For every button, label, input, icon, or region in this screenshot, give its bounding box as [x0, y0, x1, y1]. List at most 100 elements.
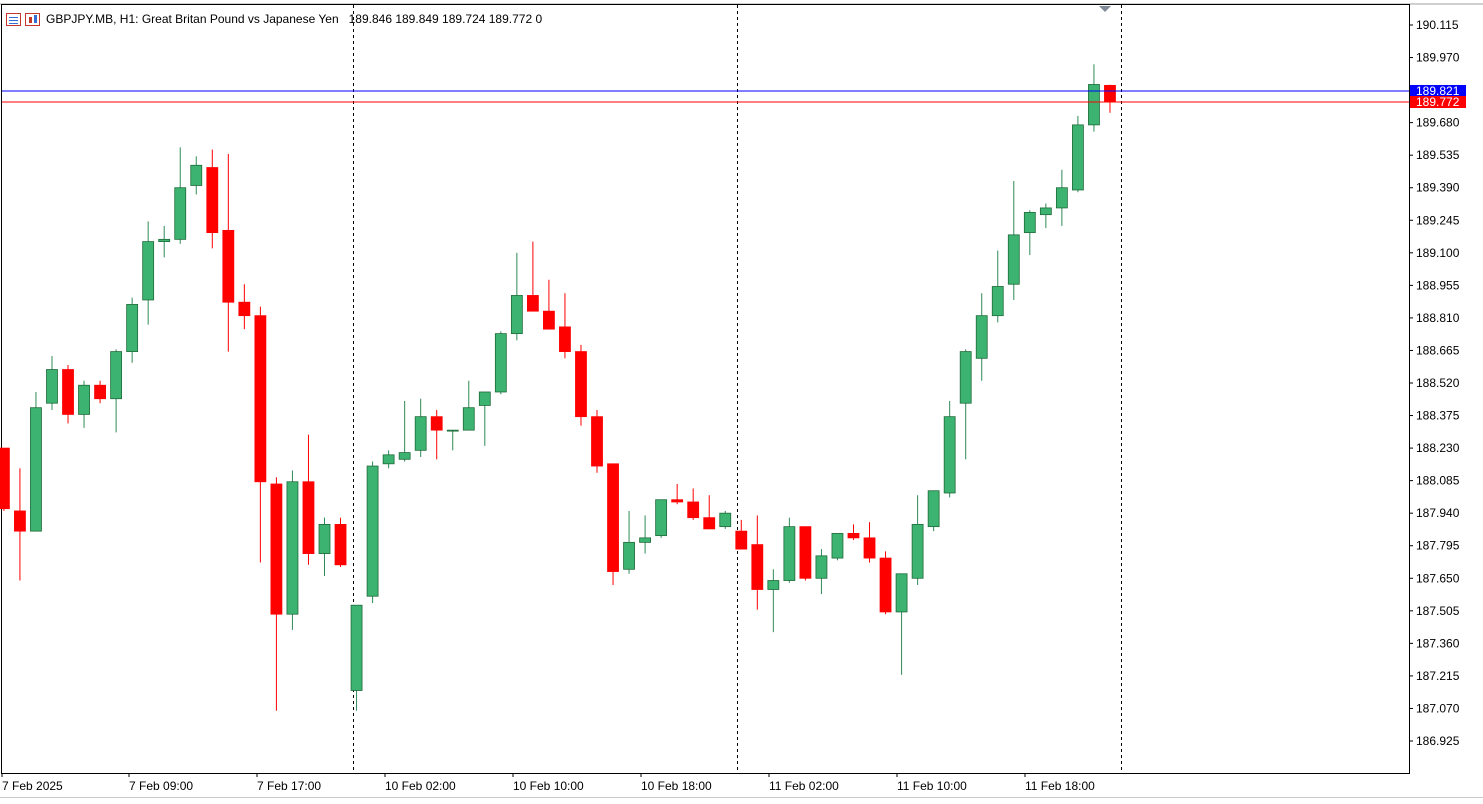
candle-body-bear [526, 295, 539, 312]
candle-body-bear [14, 510, 26, 532]
candle [206, 149, 219, 249]
candle [783, 517, 796, 583]
candle [607, 463, 619, 586]
y-tick-label: 187.215 [1416, 669, 1460, 683]
candle-body-bear [302, 481, 315, 554]
candle-body-bull [462, 407, 475, 431]
y-tick-label: 188.230 [1416, 441, 1460, 455]
candle [575, 344, 587, 426]
candle [559, 293, 571, 359]
candle [719, 510, 732, 529]
candle-body-bear [62, 369, 74, 415]
candle [174, 147, 187, 244]
candle-body-bull [126, 304, 139, 352]
candle-body-bull [831, 532, 844, 559]
candle [991, 250, 1004, 323]
candle [591, 409, 603, 473]
y-tick-label: 187.795 [1416, 539, 1460, 553]
last-price-tag-bg [1410, 95, 1466, 108]
candle [543, 279, 555, 330]
period-separators [353, 5, 1122, 773]
candle-body-bear [703, 517, 716, 530]
candle-body-bear [430, 416, 443, 431]
candle-body-bull [30, 407, 42, 532]
candle [318, 517, 331, 577]
candle-body-bull [943, 416, 956, 494]
candle [478, 391, 491, 446]
candle [110, 349, 123, 433]
candle-body-bull [382, 454, 395, 465]
candle [398, 400, 411, 462]
candle [879, 551, 892, 615]
candle [943, 400, 956, 498]
y-tick-label: 189.100 [1416, 246, 1460, 260]
candle [30, 391, 42, 532]
candle-body-bull [959, 351, 972, 404]
plot-area-frame [1, 4, 1410, 774]
candle [414, 398, 427, 458]
candle-body-bull [639, 537, 651, 543]
candle-body-bull [46, 369, 58, 404]
chart-type-icon[interactable] [25, 12, 40, 26]
candle-body-bull [1007, 234, 1020, 285]
candle-body-bear [847, 532, 860, 539]
chart-list-icon[interactable] [6, 12, 21, 26]
candle-body-bull [815, 555, 828, 579]
candle-body-bear [575, 351, 587, 418]
y-tick-label: 187.070 [1416, 701, 1460, 715]
last-price-tag: 189.772 [1416, 95, 1460, 109]
y-axis: 190.115 189.970 189.680 189.535 189.390 189.2… [1409, 18, 1466, 748]
candle [623, 510, 635, 574]
candle-body-bull [190, 164, 203, 186]
candle [1039, 203, 1052, 229]
candle-body-bear [1104, 84, 1116, 103]
y-tick-label: 189.680 [1416, 116, 1460, 130]
candle-body-bear [687, 501, 700, 519]
candle-body-bull [286, 481, 299, 615]
candle-body-bull [1055, 187, 1068, 209]
candle-body-bull [78, 384, 90, 415]
candle-body-bear [543, 310, 555, 330]
candle [1088, 64, 1100, 132]
candle-body-bull [174, 187, 187, 240]
y-tick-label: 186.925 [1416, 734, 1460, 748]
shift-marker-icon[interactable] [1099, 6, 1111, 12]
candle-body-bull [1088, 84, 1100, 126]
candle [1055, 169, 1068, 226]
candle [911, 495, 924, 586]
x-tick-label: 11 Feb 18:00 [1025, 779, 1095, 793]
candle [286, 470, 299, 630]
candle [639, 515, 651, 554]
candle [1023, 210, 1036, 256]
x-tick-label: 10 Feb 10:00 [513, 779, 584, 793]
x-tick-label: 7 Feb 17:00 [257, 779, 321, 793]
bid-price-tag-bg [1410, 84, 1466, 97]
y-tick-label: 187.940 [1416, 506, 1460, 520]
candle [0, 447, 10, 511]
candle [959, 349, 972, 460]
y-tick-label: 188.955 [1416, 278, 1460, 292]
candle [863, 522, 876, 563]
candle-body-bull [494, 333, 507, 393]
candle-body-bear [735, 530, 748, 550]
x-tick-label: 7 Feb 2025 [2, 779, 63, 793]
candle [767, 569, 780, 633]
y-tick-label: 187.650 [1416, 571, 1460, 585]
candle [382, 450, 395, 469]
y-tick-label: 188.665 [1416, 343, 1460, 357]
candle [238, 284, 251, 330]
y-tick-label: 189.390 [1416, 181, 1460, 195]
candle-body-bull [719, 512, 732, 528]
candle-body-bull [350, 604, 363, 691]
candle [350, 604, 363, 711]
candle-body-bear [222, 229, 235, 303]
x-tick-label: 10 Feb 18:00 [641, 779, 712, 793]
candle [895, 573, 908, 675]
candle-body-bear [591, 416, 603, 467]
candle-body-bear [671, 499, 684, 503]
candle-body-bear [94, 384, 106, 400]
candle-body-bull [767, 580, 780, 590]
candle [126, 297, 139, 363]
